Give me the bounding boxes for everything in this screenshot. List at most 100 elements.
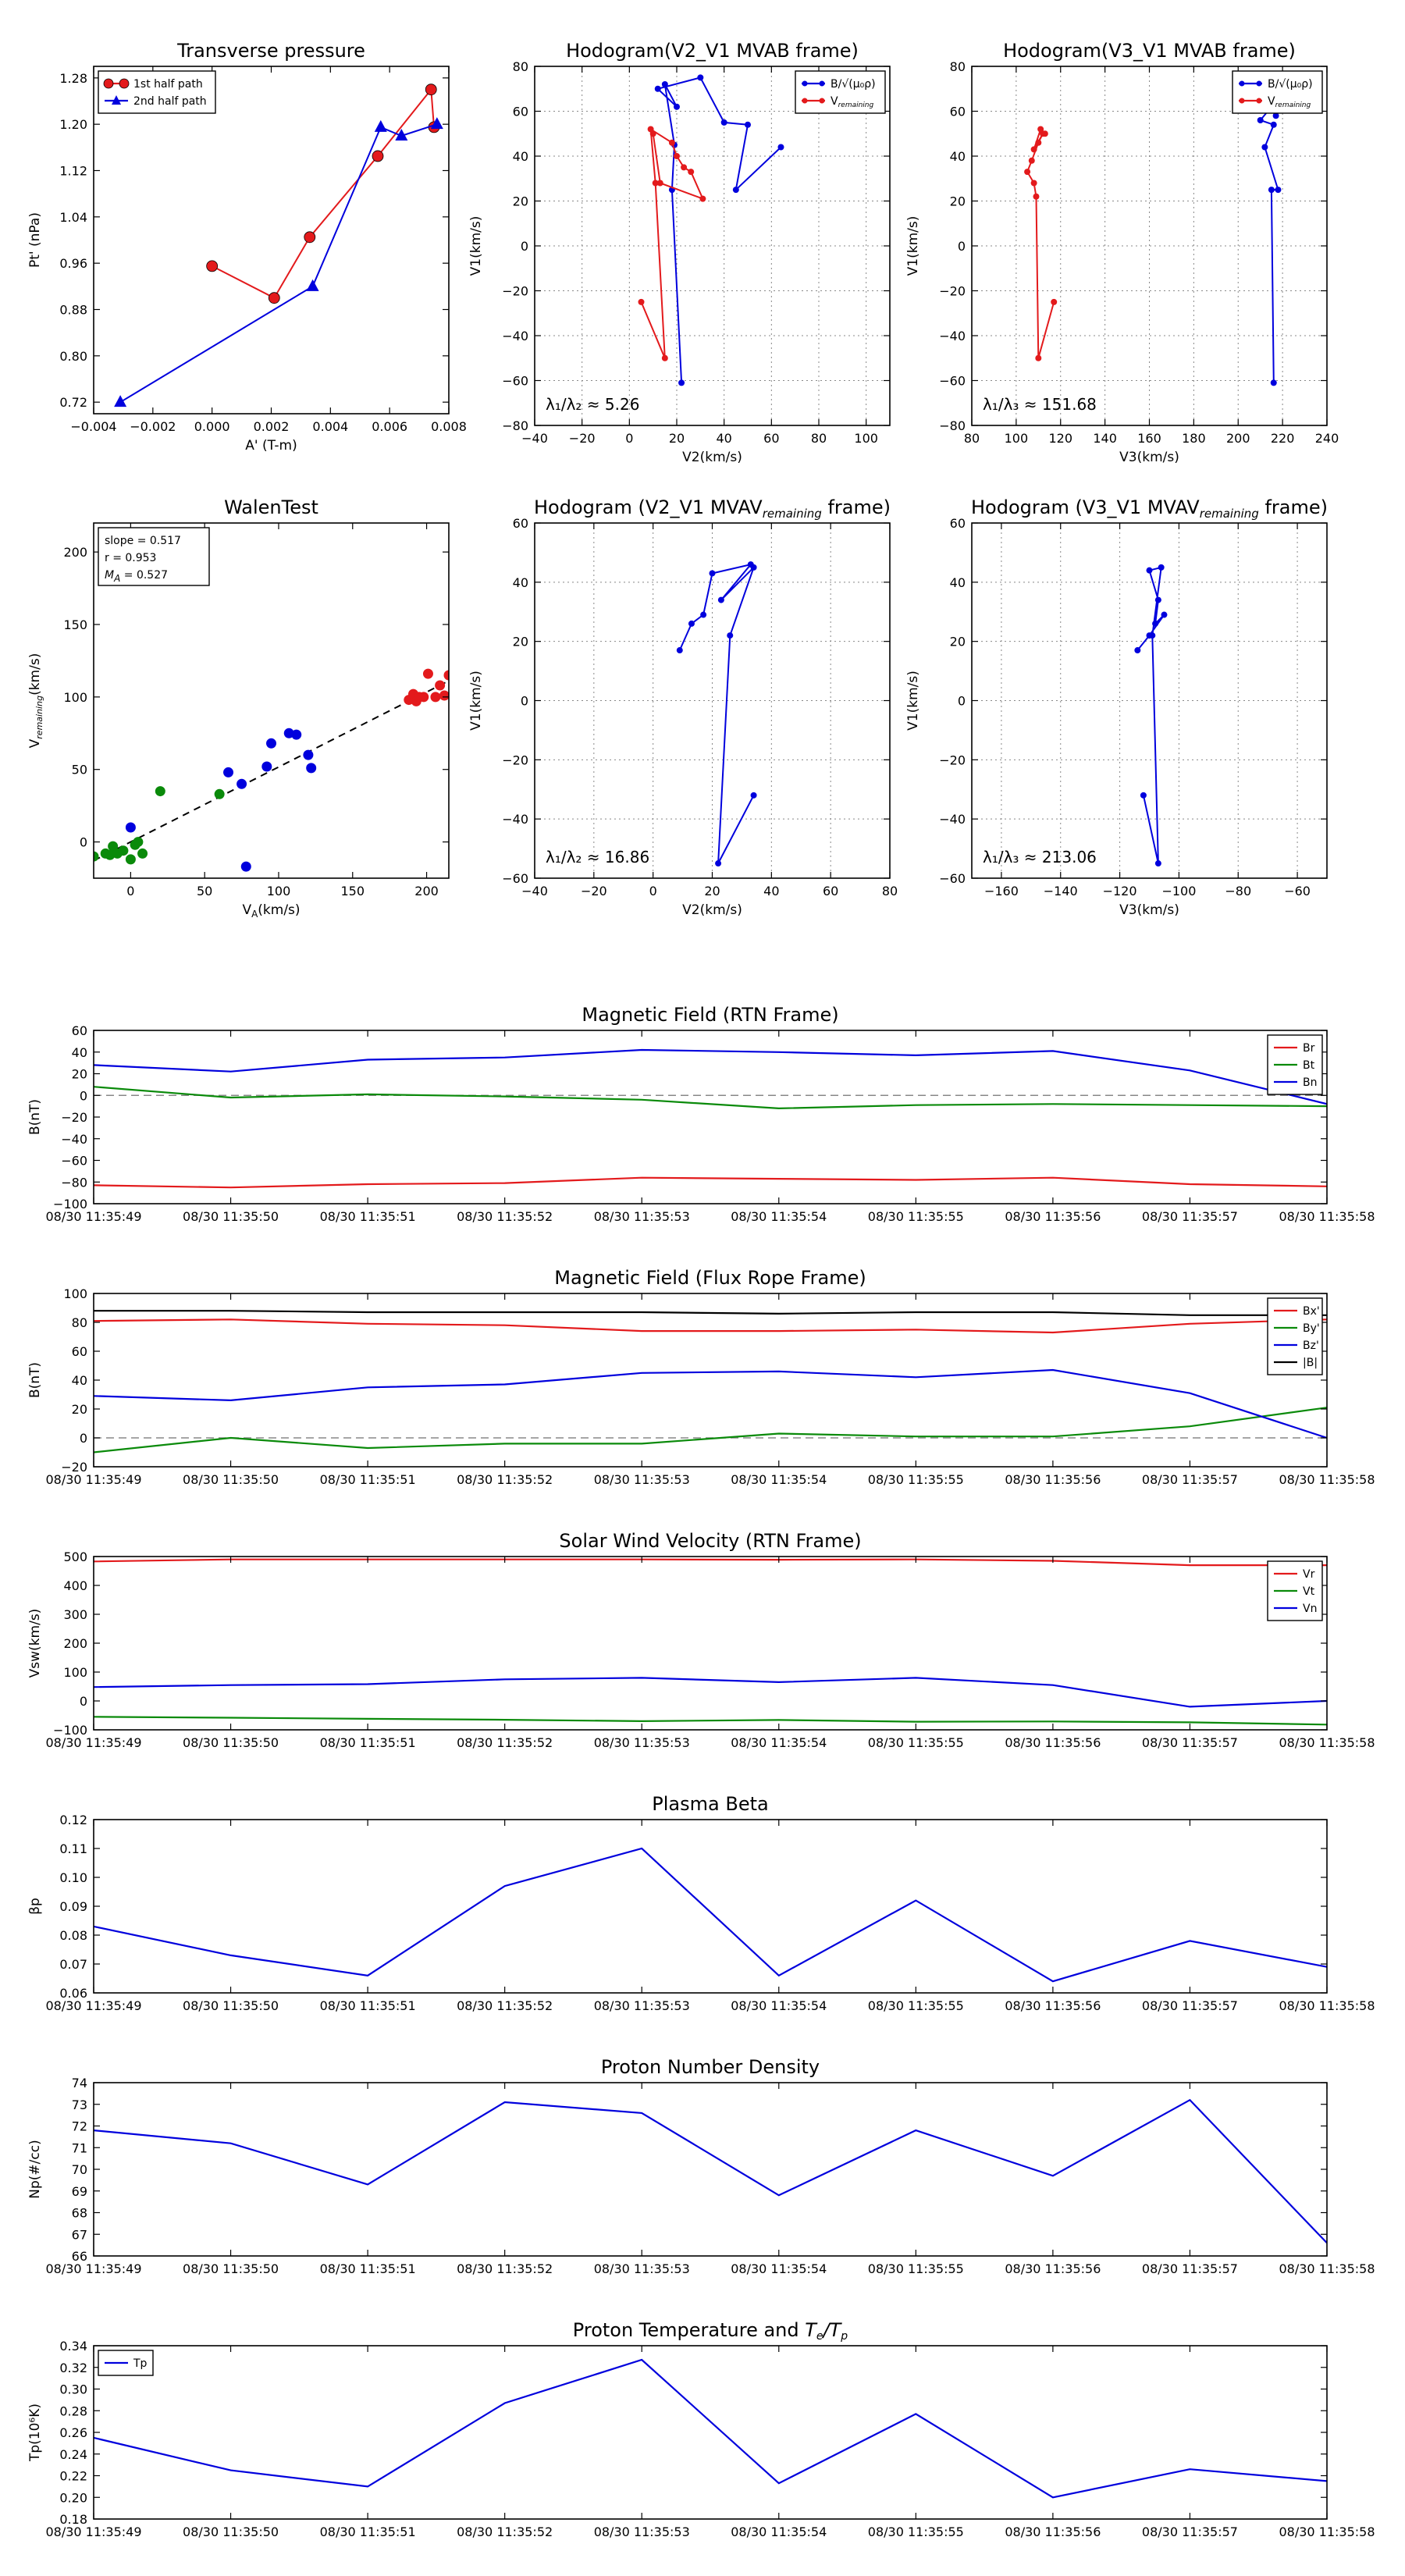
data-point (1154, 860, 1161, 867)
chart-title: WalenTest (224, 496, 318, 518)
legend-label: Br (1303, 1042, 1315, 1055)
data-point (1146, 567, 1153, 574)
y-tick-label: 0.80 (59, 349, 87, 364)
data-point (674, 153, 680, 159)
x-tick-label: 08/30 11:35:56 (1005, 1209, 1101, 1224)
series-line (94, 1176, 1327, 1189)
x-tick-label: −100 (1161, 884, 1196, 898)
y-axis-label: V1(km/s) (905, 671, 921, 731)
x-tick-label: 0.000 (194, 419, 230, 434)
chart-title: Plasma Beta (652, 1793, 768, 1815)
y-tick-label: 100 (63, 1286, 87, 1301)
x-tick-label: −20 (569, 431, 596, 446)
y-tick-label: 60 (950, 516, 966, 531)
x-tick-label: 08/30 11:35:53 (594, 1998, 690, 2013)
y-tick-label: 0.24 (59, 2447, 87, 2462)
x-axis-label: A' (T-m) (245, 438, 297, 454)
y-tick-label: 0 (521, 239, 528, 254)
y-axis-label: V1(km/s) (468, 671, 484, 731)
x-tick-label: 08/30 11:35:54 (731, 2261, 827, 2276)
data-point (1152, 620, 1159, 627)
data-point (206, 260, 219, 272)
y-tick-label: 100 (63, 690, 87, 705)
y-axis-label: Vremaining(km/s) (27, 653, 44, 749)
y-tick-label: 200 (63, 545, 87, 560)
scatter-point (261, 761, 272, 772)
x-tick-label: 50 (197, 884, 212, 898)
x-tick-label: 08/30 11:35:57 (1142, 1735, 1238, 1750)
plot-area (94, 1310, 1327, 1453)
legend-label: Vt (1303, 1585, 1315, 1598)
x-tick-label: 0.006 (372, 419, 407, 434)
x-tick-label: 08/30 11:35:51 (320, 1735, 416, 1750)
series-line (656, 76, 782, 383)
y-tick-label: 0.20 (59, 2490, 87, 2505)
y-tick-label: 60 (950, 105, 966, 119)
data-point (1261, 144, 1268, 151)
x-tick-label: 20 (669, 431, 685, 446)
x-tick-label: 08/30 11:35:53 (594, 1472, 690, 1487)
x-tick-label: −0.004 (70, 419, 116, 434)
legend-label: Vn (1303, 1603, 1317, 1615)
x-tick-label: 08/30 11:35:57 (1142, 1998, 1238, 2013)
y-tick-label: 73 (72, 2097, 87, 2112)
y-tick-label: 70 (72, 2162, 87, 2177)
legend-marker (1239, 98, 1245, 104)
x-tick-label: 180 (1182, 431, 1206, 446)
y-axis-label: V1(km/s) (905, 216, 921, 276)
legend-label: Vremaining (831, 95, 874, 109)
data-point (1030, 146, 1037, 153)
eigenvalue-ratio-label: λ₁/λ₃ ≈ 151.68 (983, 395, 1097, 414)
data-point (1275, 187, 1282, 194)
data-point (430, 117, 443, 130)
x-tick-label: 100 (267, 884, 291, 898)
data-point (709, 570, 716, 577)
y-tick-label: 40 (950, 575, 966, 590)
x-tick-label: 160 (1137, 431, 1161, 446)
x-tick-label: −40 (521, 431, 548, 446)
legend: Br Bt Bn (1267, 1034, 1323, 1095)
legend-box (98, 70, 216, 114)
legend-label: Vremaining (1268, 95, 1311, 109)
data-point (114, 395, 127, 407)
data-point (745, 121, 751, 128)
x-tick-label: 08/30 11:35:50 (183, 1735, 279, 1750)
legend-label: Tp (133, 2357, 148, 2370)
chart-beta: Plasma Beta 0.06 0.07 0.08 0.09 0.10 0.11 0.12 0… (27, 1793, 1375, 2013)
data-point (1134, 647, 1141, 654)
chart-title: Solar Wind Velocity (RTN Frame) (559, 1530, 861, 1552)
legend: Tp (98, 2350, 154, 2376)
data-point (699, 195, 706, 202)
chart-title: Proton Temperature and Te/Tp (573, 2319, 848, 2343)
legend: B/√(μ₀ρ) Vremaining (795, 70, 886, 114)
data-point (661, 81, 668, 87)
plot-area (94, 2358, 1327, 2499)
y-tick-label: 60 (513, 516, 528, 531)
x-tick-label: 200 (1226, 431, 1250, 446)
y-tick-label: 0.10 (59, 1870, 87, 1885)
x-tick-label: 08/30 11:35:51 (320, 1472, 416, 1487)
data-point (732, 187, 739, 194)
y-tick-label: 1.12 (59, 164, 87, 179)
data-point (654, 85, 661, 92)
legend-marker (819, 98, 825, 104)
plot-frame (93, 1556, 1328, 1731)
stat-slope: slope = 0.517 (105, 535, 181, 547)
x-tick-label: 08/30 11:35:52 (457, 2524, 553, 2539)
plot-frame (93, 1293, 1328, 1468)
y-tick-label: 100 (63, 1665, 87, 1680)
chart-h4: Hodogram (V3_V1 MVAVremaining frame) −60 −… (905, 496, 1328, 918)
y-tick-label: −100 (53, 1197, 87, 1212)
series-line (94, 1368, 1327, 1439)
x-tick-label: 08/30 11:35:53 (594, 1735, 690, 1750)
legend-marker (802, 80, 808, 87)
y-tick-label: 20 (950, 635, 966, 649)
y-tick-label: 60 (72, 1023, 87, 1038)
y-tick-label: −20 (502, 284, 528, 299)
y-tick-label: −100 (53, 1723, 87, 1738)
y-tick-label: 0.88 (59, 303, 87, 318)
data-point (715, 860, 722, 867)
data-point (652, 180, 659, 187)
x-tick-label: 08/30 11:35:55 (868, 1209, 964, 1224)
legend-marker (112, 95, 121, 105)
